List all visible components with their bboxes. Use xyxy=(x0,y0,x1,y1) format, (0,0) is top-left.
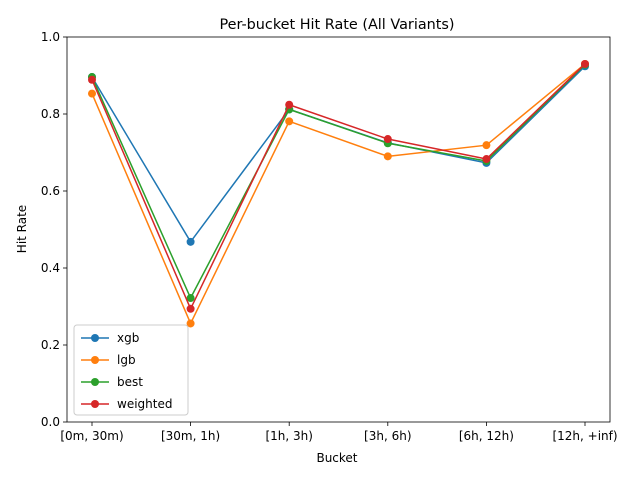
x-tick-label: [3h, 6h) xyxy=(364,429,411,443)
y-axis-label: Hit Rate xyxy=(15,205,29,253)
data-point-lgb xyxy=(482,141,491,150)
legend-marker-weighted xyxy=(91,400,99,408)
x-axis-label: Bucket xyxy=(316,451,357,465)
legend-marker-lgb xyxy=(91,356,99,364)
legend-marker-xgb xyxy=(91,334,99,342)
legend: xgb lgb best weighted xyxy=(73,324,189,416)
data-point-lgb xyxy=(186,319,195,328)
data-point-lgb xyxy=(383,152,392,161)
x-axis: [0m, 30m) [30m, 1h) [1h, 3h) [3h, 6h) [6h, 1… xyxy=(60,422,618,443)
chart-title: Per-bucket Hit Rate (All Variants) xyxy=(219,17,454,33)
legend-marker-best xyxy=(91,378,99,386)
y-tick-label: 0.4 xyxy=(41,261,60,275)
plot-area xyxy=(66,36,611,423)
y-tick-label: 1.0 xyxy=(41,30,60,44)
y-axis: 0.0 0.2 0.4 0.6 0.8 1.0 xyxy=(41,30,67,429)
x-tick-label: [12h, +inf) xyxy=(552,429,617,443)
y-tick-label: 0.6 xyxy=(41,184,60,198)
series-line-best xyxy=(91,64,586,299)
x-tick-label: [6h, 12h) xyxy=(459,429,514,443)
data-point-xgb xyxy=(186,237,195,246)
y-tick-label: 0.0 xyxy=(41,415,60,429)
axes-frame xyxy=(66,36,611,423)
legend-label-best: best xyxy=(117,375,143,389)
data-point-lgb xyxy=(285,117,294,126)
data-point-lgb xyxy=(88,89,96,98)
x-tick-label: [0m, 30m) xyxy=(60,429,123,443)
x-tick-label: [30m, 1h) xyxy=(161,429,220,443)
legend-label-lgb: lgb xyxy=(117,353,136,367)
legend-box xyxy=(73,324,189,416)
legend-label-xgb: xgb xyxy=(117,331,139,345)
series-line-lgb xyxy=(91,63,586,325)
data-point-weighted xyxy=(186,304,195,313)
data-point-best xyxy=(186,294,195,303)
x-tick-label: [1h, 3h) xyxy=(265,429,312,443)
data-point-weighted xyxy=(482,155,491,164)
data-point-weighted xyxy=(383,135,392,144)
data-point-weighted xyxy=(88,75,96,84)
data-point-weighted xyxy=(285,100,294,109)
series-line-weighted xyxy=(91,63,586,310)
y-tick-label: 0.2 xyxy=(41,338,60,352)
y-tick-label: 0.8 xyxy=(41,107,60,121)
data-point-weighted xyxy=(581,59,589,68)
legend-label-weighted: weighted xyxy=(117,397,172,411)
